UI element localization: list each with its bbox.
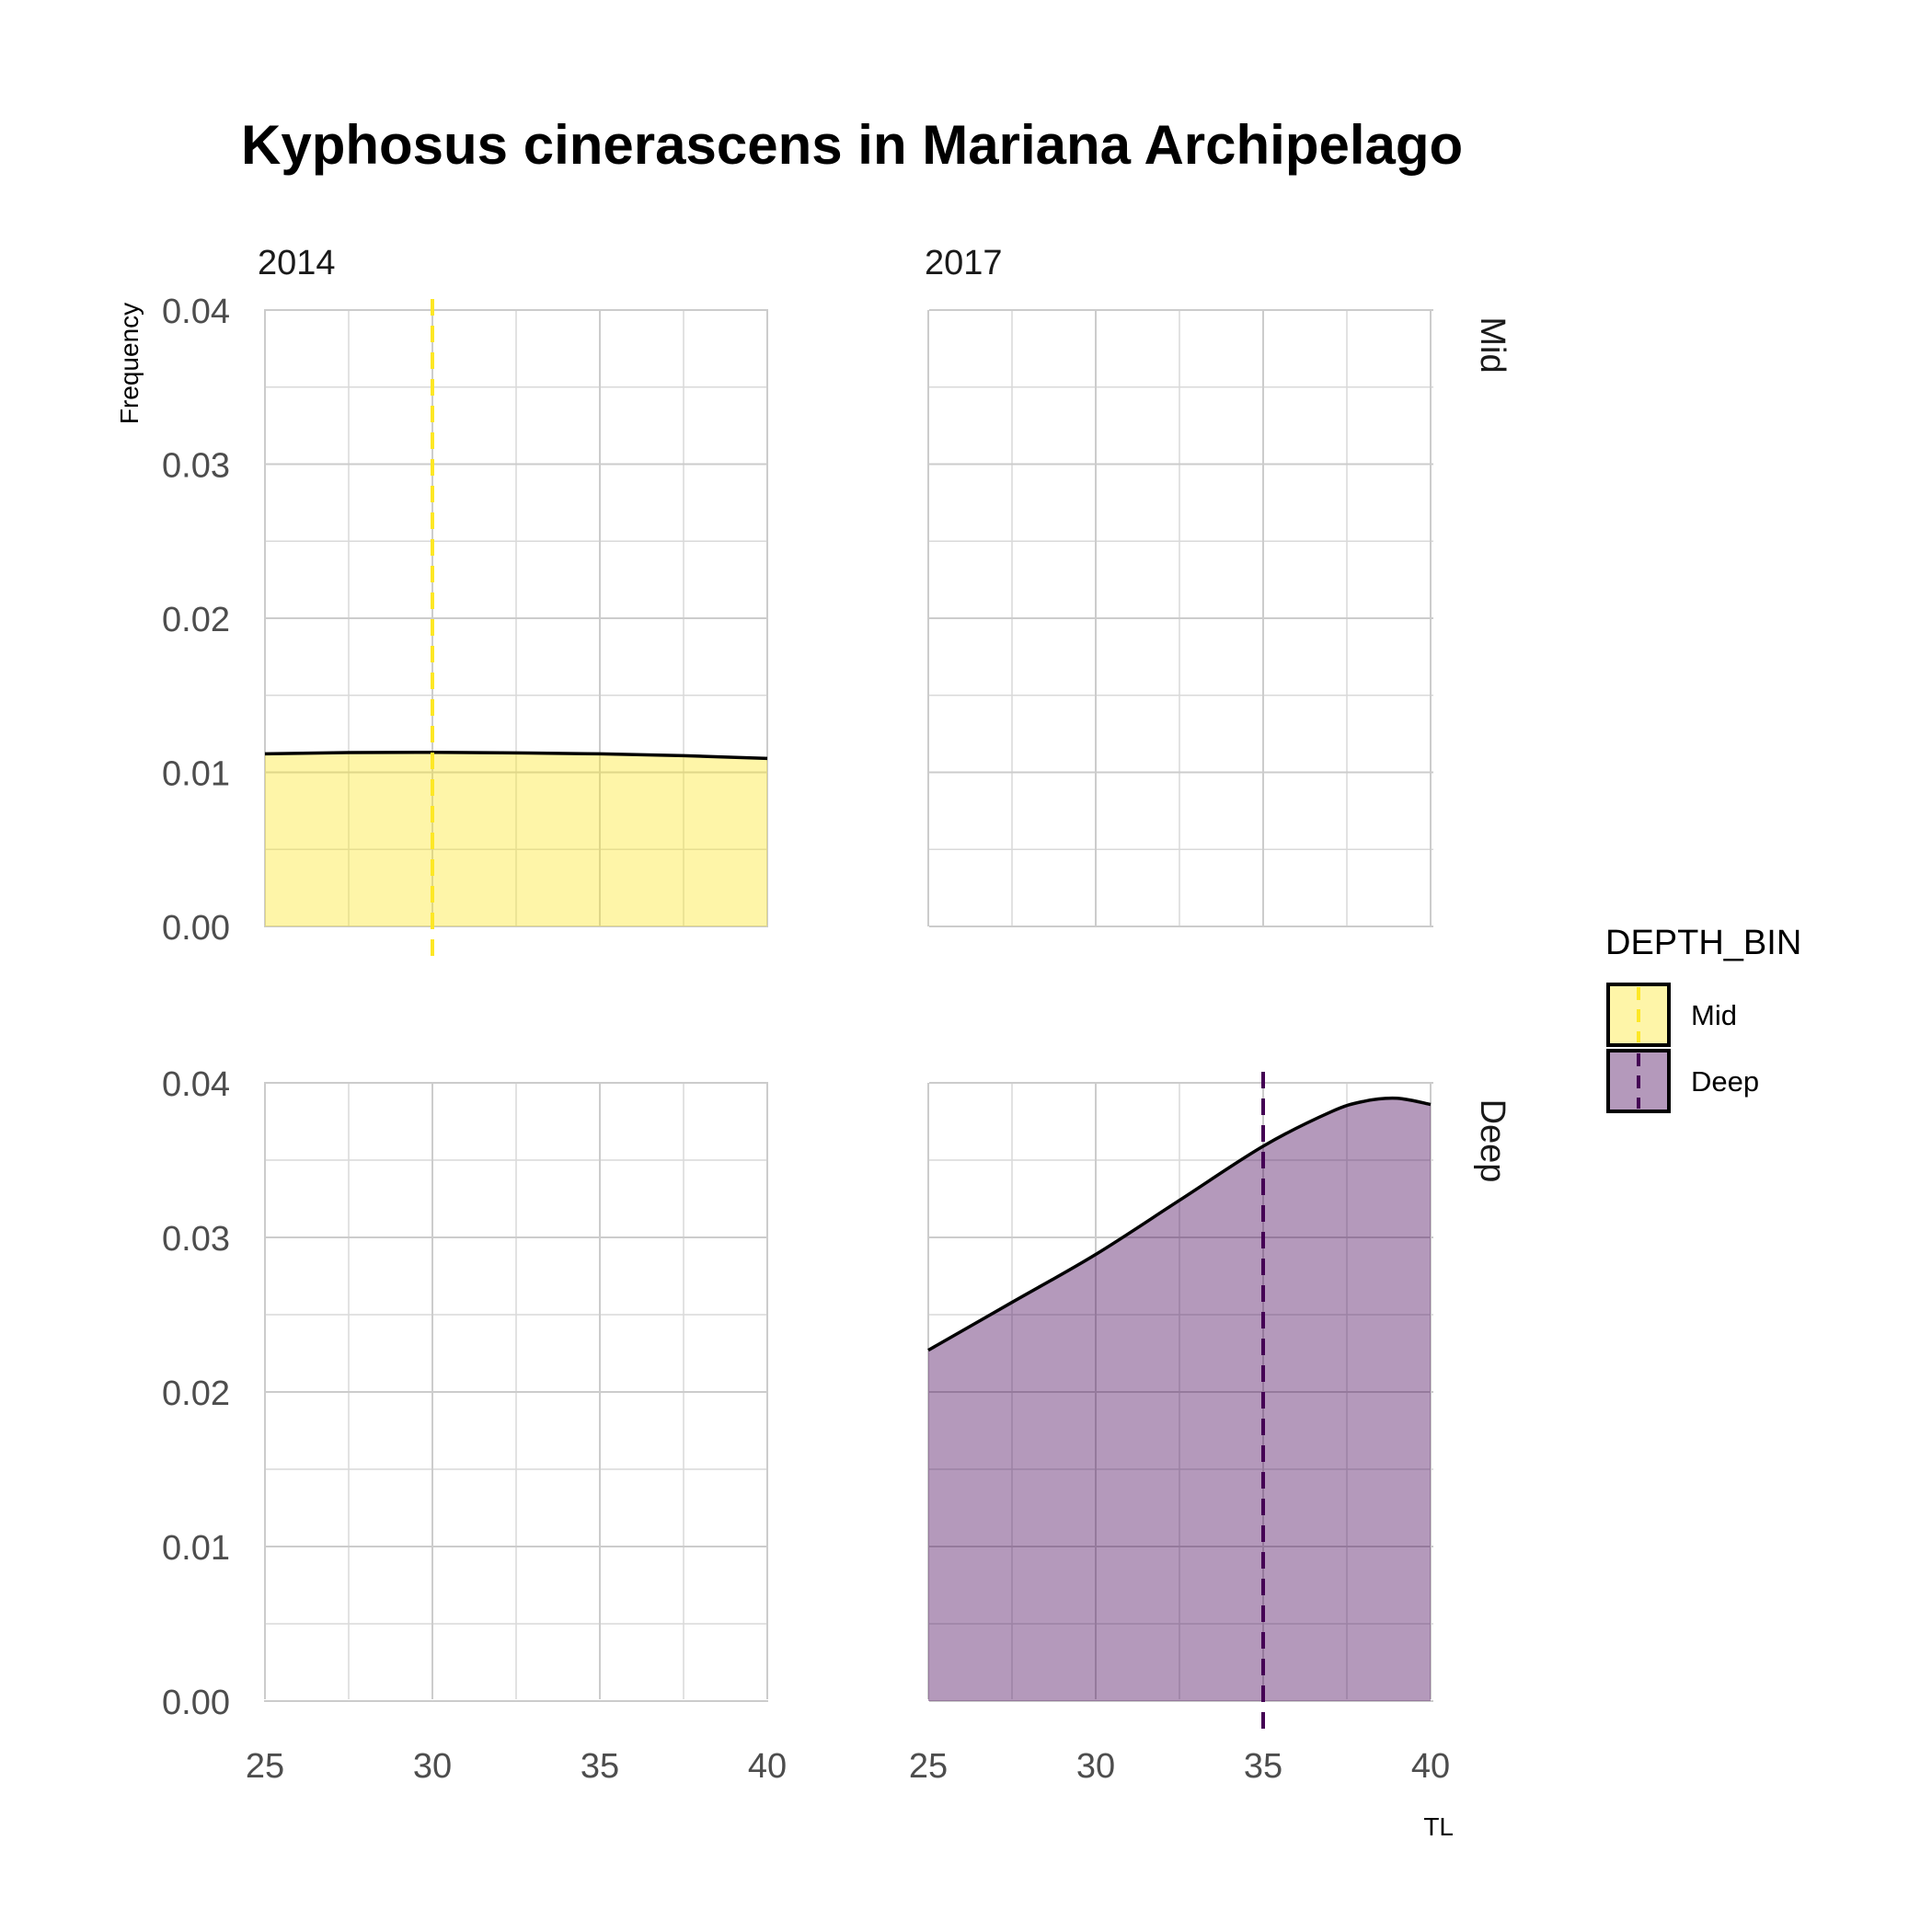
legend-label-deep: Deep <box>1691 1065 1759 1098</box>
legend-title: DEPTH_BIN <box>1605 924 1801 962</box>
y-tick-label: 0.03 <box>162 1220 230 1259</box>
x-tick-label: 35 <box>1244 1747 1282 1786</box>
facet-panels: 0.00 0.01 0.02 0.03 0.04 0.00 0.01 0.02 0.03 0.04… <box>162 293 1450 1786</box>
y-axis-title: Frequency <box>115 303 144 424</box>
y-tick-label: 0.04 <box>162 293 230 331</box>
x-tick-label: 25 <box>909 1747 948 1786</box>
density-line-deep <box>927 1096 1432 1352</box>
x-tick-label: 35 <box>581 1747 619 1786</box>
y-tick-label: 0.03 <box>162 447 230 486</box>
x-tick-label: 40 <box>1411 1747 1450 1786</box>
y-tick-label: 0.04 <box>162 1065 230 1104</box>
y-tick-label: 0.02 <box>162 1374 230 1413</box>
y-tick-label: 0.00 <box>162 1684 230 1722</box>
y-tick-label: 0.02 <box>162 601 230 639</box>
legend-label-mid: Mid <box>1691 999 1737 1031</box>
panel-mid-2014: 0.00 0.01 0.02 0.03 0.04 <box>162 293 768 961</box>
legend: DEPTH_BIN Mid Deep <box>1605 924 1801 1113</box>
density-area-mid <box>265 752 767 926</box>
y-tick-label: 0.01 <box>162 1529 230 1568</box>
strip-label-mid: Mid <box>1473 316 1512 373</box>
x-axis-title: TL <box>1423 1812 1454 1841</box>
strip-label-2017: 2017 <box>925 244 1003 282</box>
legend-key-deep: Deep <box>1606 1049 1759 1113</box>
legend-key-mid: Mid <box>1606 983 1737 1047</box>
panel-deep-2017: 25 30 35 40 <box>909 1072 1450 1786</box>
strip-label-deep: Deep <box>1473 1099 1512 1183</box>
density-line-mid <box>264 750 768 761</box>
y-tick-label: 0.00 <box>162 909 230 948</box>
y-tick-label: 0.01 <box>162 755 230 794</box>
chart-title: Kyphosus cinerascens in Mariana Archipel… <box>241 114 1463 176</box>
x-tick-label: 30 <box>1076 1747 1115 1786</box>
panel-mid-2017 <box>927 309 1433 927</box>
x-tick-label: 40 <box>748 1747 787 1786</box>
x-tick-label: 30 <box>413 1747 452 1786</box>
density-area-deep <box>928 1098 1431 1701</box>
panel-deep-2014: 0.00 0.01 0.02 0.03 0.04 25 30 35 40 <box>162 1065 787 1786</box>
x-tick-label: 25 <box>246 1747 284 1786</box>
strip-label-2014: 2014 <box>258 244 336 282</box>
